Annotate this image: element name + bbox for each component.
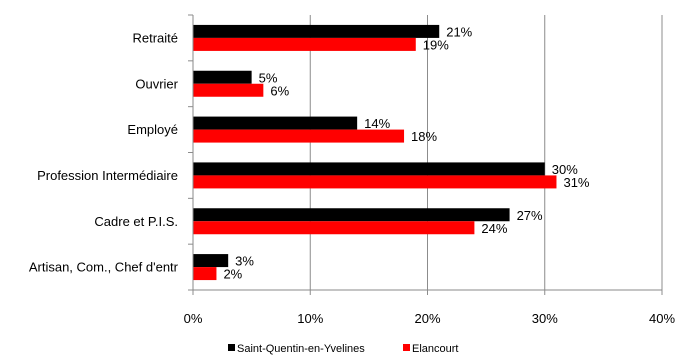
data-label: 31%	[563, 175, 589, 190]
bars	[193, 24, 557, 281]
category-label: Artisan, Com., Chef d'entr	[29, 260, 179, 275]
bar	[193, 208, 510, 222]
category-label: Employé	[127, 122, 178, 137]
bar	[193, 129, 405, 143]
data-label: 2%	[223, 267, 242, 282]
data-label: 19%	[423, 37, 449, 52]
data-label: 24%	[481, 221, 507, 236]
bar	[193, 175, 557, 189]
bar	[193, 83, 264, 97]
x-ticks: 0% 10% 20% 30% 40%	[184, 290, 675, 326]
data-label: 27%	[517, 208, 543, 223]
x-tick-label: 20%	[414, 311, 440, 326]
data-labels: 21%19% 5%6% 14% 18% 30%31% 27% 24% 3%2%	[223, 24, 589, 281]
bar	[193, 254, 229, 268]
x-tick-label: 0%	[184, 311, 203, 326]
data-label: 21%	[446, 24, 472, 39]
data-label: 5%	[259, 70, 278, 85]
category-label: Ouvrier	[135, 76, 178, 91]
data-label: 3%	[235, 254, 254, 269]
category-label: Retraité	[132, 30, 178, 45]
x-tick-label: 40%	[649, 311, 675, 326]
data-label: 6%	[270, 83, 289, 98]
legend-label: Elancourt	[412, 343, 458, 355]
gridlines	[309, 15, 663, 290]
legend-swatch	[228, 344, 235, 351]
x-tick-label: 10%	[297, 311, 323, 326]
bar	[193, 37, 416, 51]
data-label: 18%	[411, 129, 437, 144]
category-label: Cadre et P.I.S.	[94, 214, 178, 229]
bar	[193, 24, 440, 38]
data-label: 30%	[552, 162, 578, 177]
legend: Saint-Quentin-en-Yvelines Elancourt	[228, 343, 458, 355]
category-labels: Retraité Ouvrier Employé Profession Intermé…	[29, 14, 193, 291]
legend-label: Saint-Quentin-en-Yvelines	[237, 343, 365, 355]
category-label: Profession Intermédiaire	[37, 168, 178, 183]
bar	[193, 116, 358, 130]
bar	[193, 162, 545, 176]
legend-swatch	[403, 344, 410, 351]
bar	[193, 267, 217, 281]
x-tick-label: 30%	[532, 311, 558, 326]
bar	[193, 221, 475, 235]
bar	[193, 70, 252, 84]
data-label: 14%	[364, 116, 390, 131]
